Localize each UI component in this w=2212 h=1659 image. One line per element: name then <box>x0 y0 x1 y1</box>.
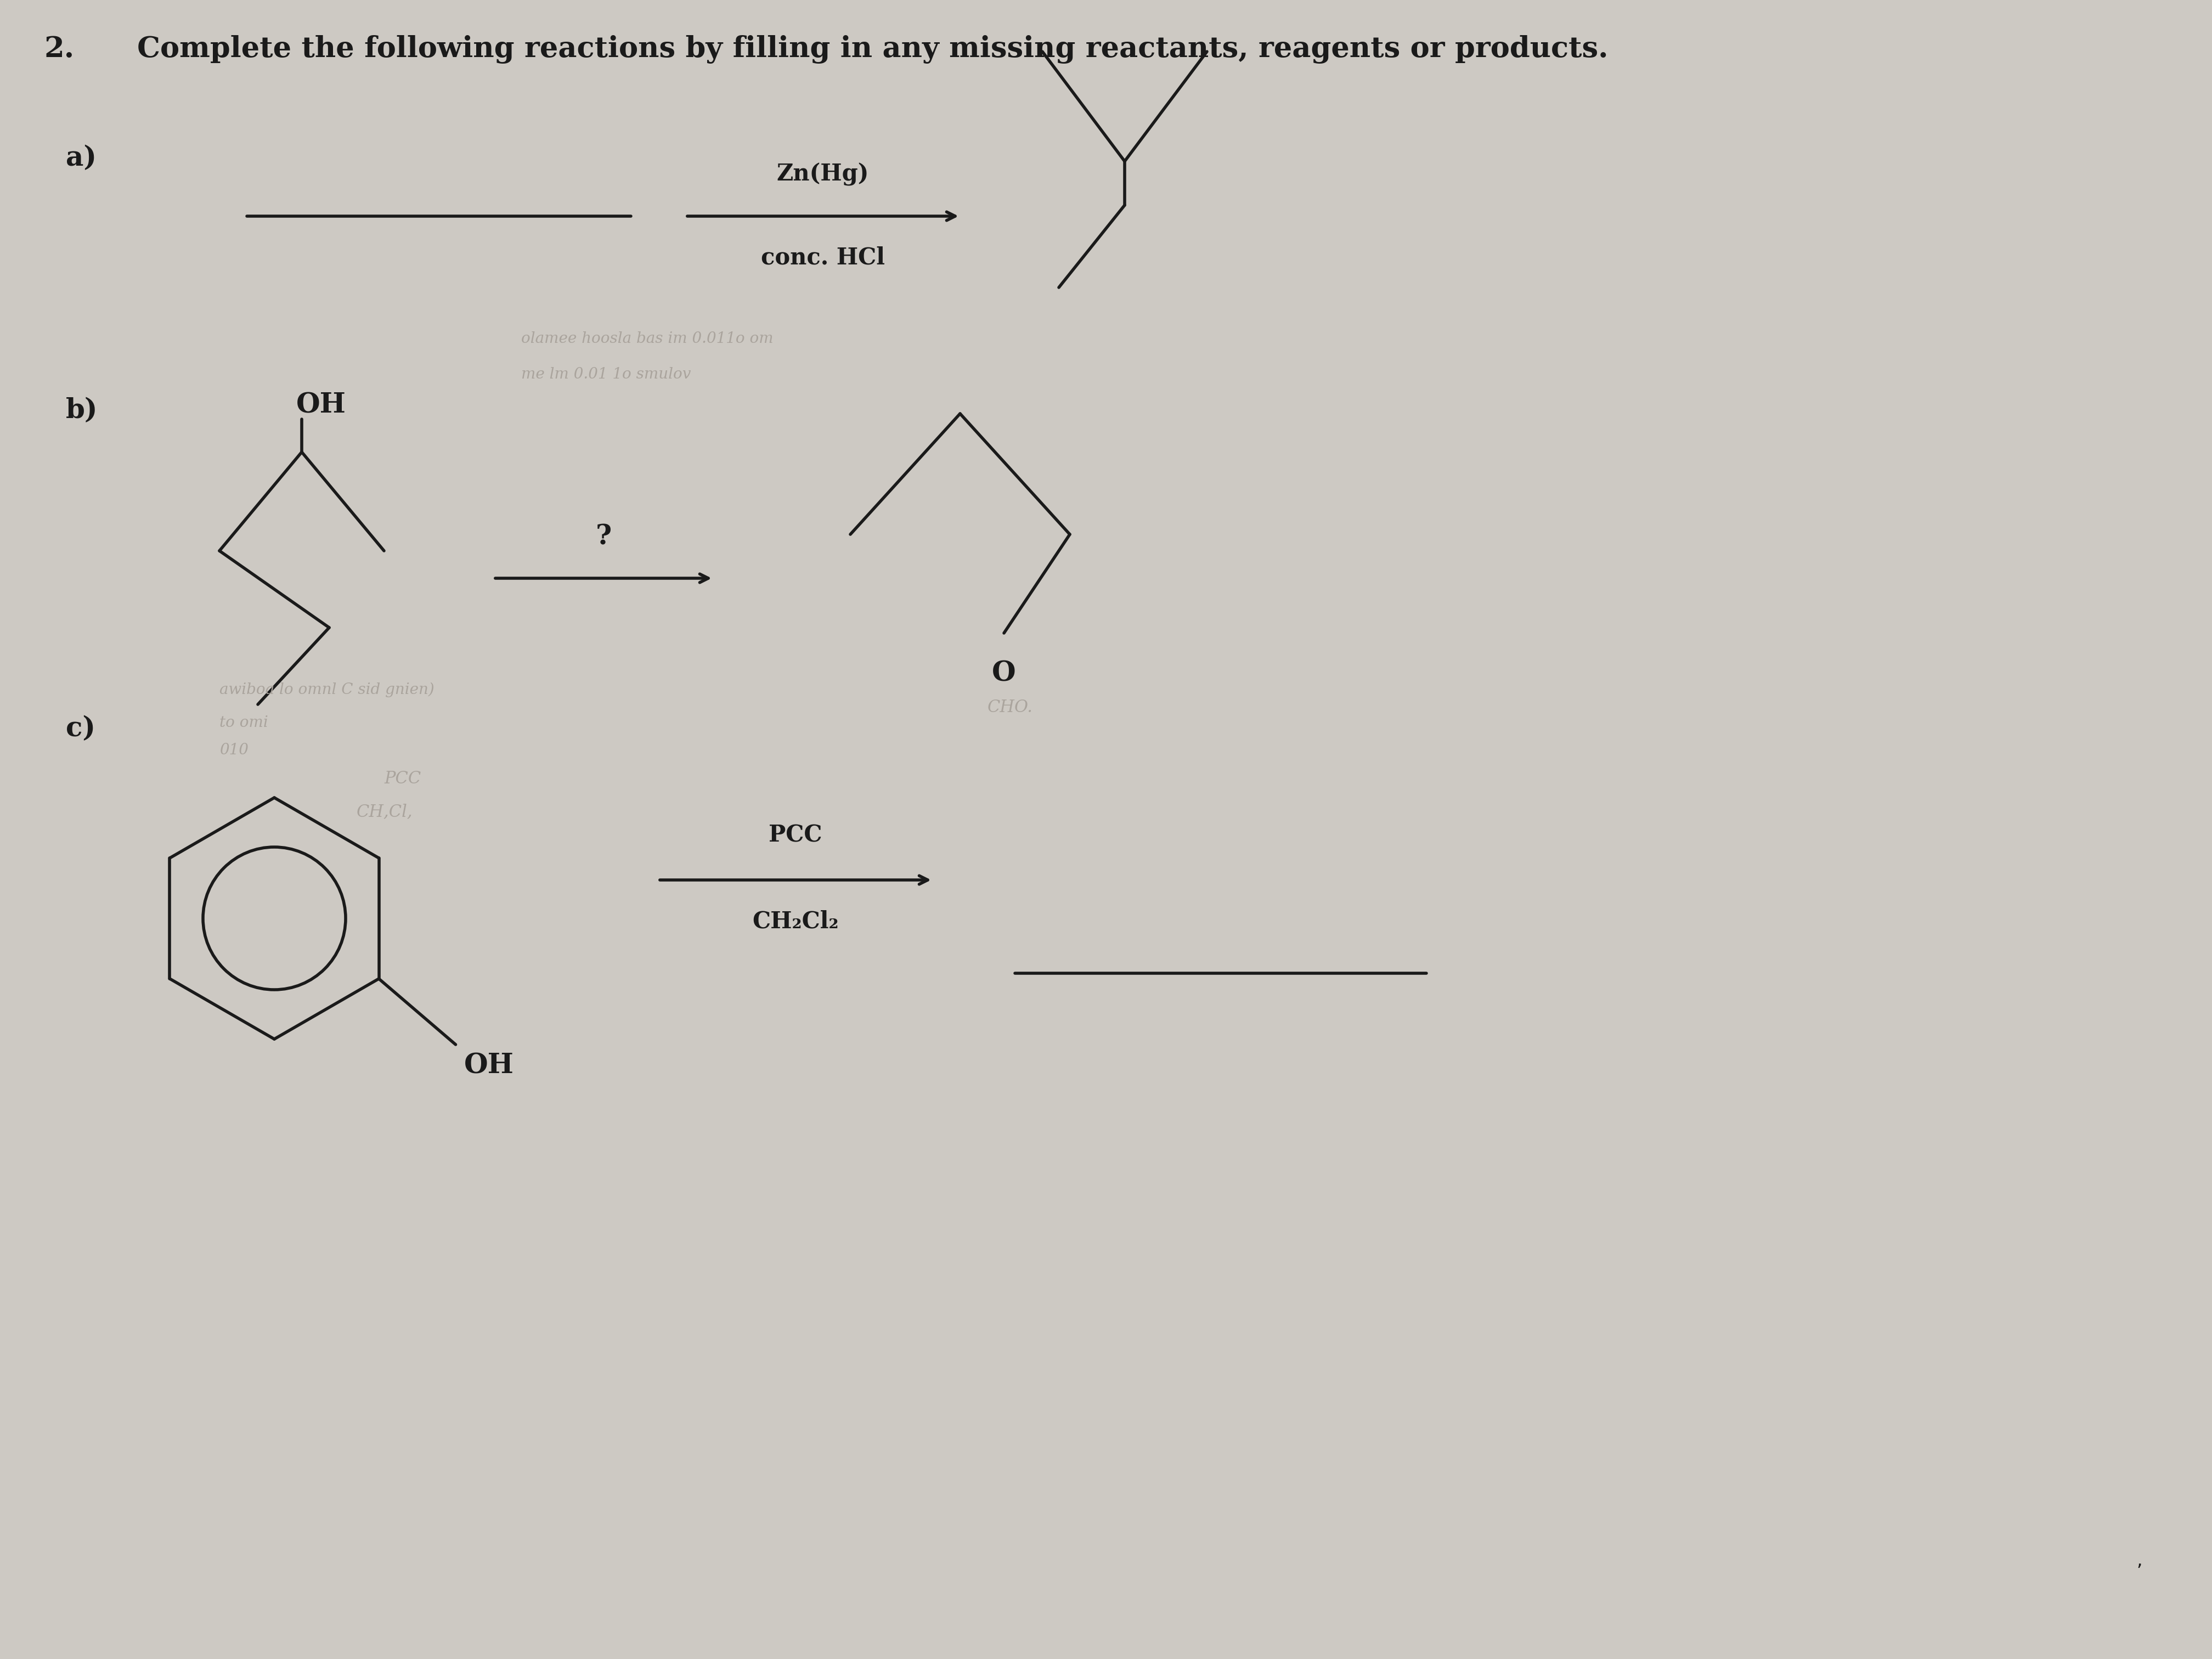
Text: awiboa lo omnl C sid gnien): awiboa lo omnl C sid gnien) <box>219 682 434 697</box>
Text: c): c) <box>66 715 95 742</box>
Text: to omi: to omi <box>219 715 268 730</box>
Text: ,: , <box>2137 1551 2143 1569</box>
Text: OH: OH <box>296 392 345 420</box>
Text: 2.: 2. <box>44 35 75 63</box>
Text: Zn(Hg): Zn(Hg) <box>776 163 869 186</box>
Text: conc. HCl: conc. HCl <box>761 246 885 269</box>
Text: olamee hoosla bas im 0.011o om: olamee hoosla bas im 0.011o om <box>522 332 774 347</box>
Text: CH,Cl,: CH,Cl, <box>356 803 414 820</box>
Text: b): b) <box>66 397 97 425</box>
Text: ?: ? <box>595 524 611 551</box>
Text: 010: 010 <box>219 743 248 758</box>
Text: OH: OH <box>465 1053 513 1080</box>
Text: CH₂Cl₂: CH₂Cl₂ <box>752 911 838 932</box>
Text: me lm 0.01 1o smulov: me lm 0.01 1o smulov <box>522 367 690 382</box>
Text: O: O <box>991 660 1015 687</box>
Text: PCC: PCC <box>770 825 823 848</box>
Text: Complete the following reactions by filling in any missing reactants, reagents o: Complete the following reactions by fill… <box>137 35 1608 63</box>
Text: CHO.: CHO. <box>987 698 1033 717</box>
Text: a): a) <box>66 144 97 173</box>
Text: РСС: РСС <box>385 770 420 788</box>
